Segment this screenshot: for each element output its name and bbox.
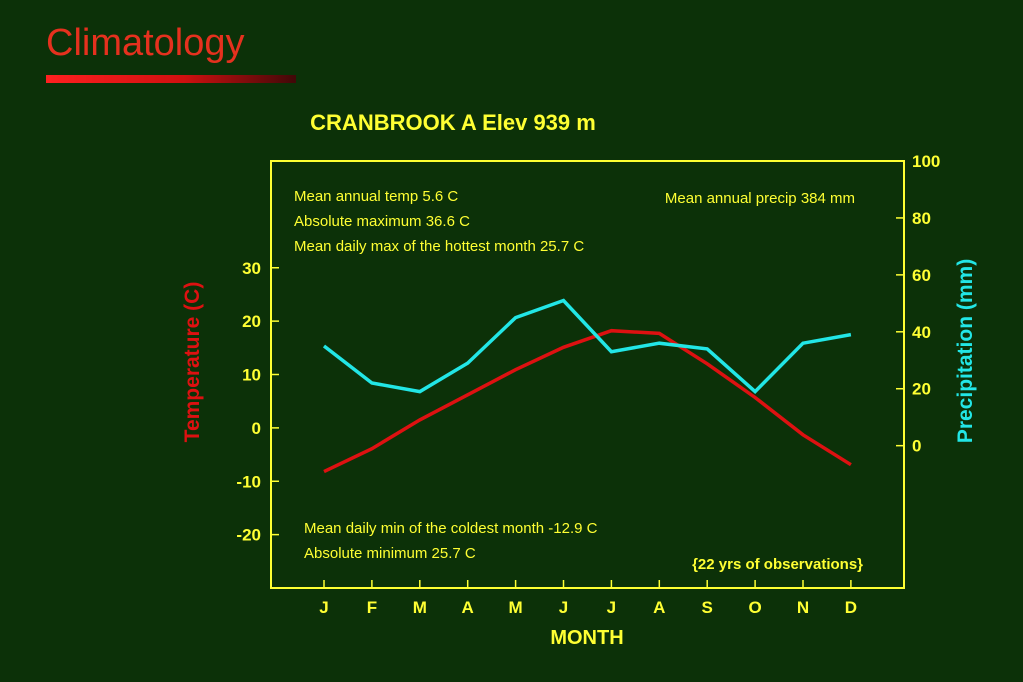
annotation-mean-daily-min: Mean daily min of the coldest month -12.…: [304, 520, 598, 537]
chart-title: CRANBROOK A Elev 939 m: [310, 110, 596, 135]
precipitation-line: [322, 298, 852, 395]
x-tick-label: N: [797, 598, 809, 617]
left-tick-label: 0: [252, 419, 261, 438]
annotation-abs-min: Absolute minimum 25.7 C: [304, 545, 476, 562]
left-tick-label: 30: [242, 259, 261, 278]
left-tick-label: 10: [242, 366, 261, 385]
left-axis-ticks: 30 20 10 0 -10 -20: [236, 259, 279, 545]
y-axis-right-label: Precipitation (mm): [954, 259, 977, 443]
annotation-mean-daily-max: Mean daily max of the hottest month 25.7…: [294, 238, 584, 255]
x-tick-label: J: [607, 598, 616, 617]
right-tick-label: 60: [912, 266, 931, 285]
annotation-observations: {22 yrs of observations}: [692, 556, 863, 573]
annotations: Mean annual temp 5.6 C Absolute maximum …: [294, 188, 863, 573]
x-tick-label: S: [702, 598, 713, 617]
right-tick-label: 80: [912, 209, 931, 228]
title-underline: [46, 75, 296, 83]
x-tick-label: D: [845, 598, 857, 617]
right-tick-label: 100: [912, 152, 940, 171]
x-tick-label: J: [559, 598, 568, 617]
right-tick-label: 20: [912, 380, 931, 399]
slide-title: Climatology: [46, 22, 245, 64]
right-axis-ticks: 100 80 60 40 20 0: [896, 152, 940, 456]
annotation-mean-precip: Mean annual precip 384 mm: [665, 190, 855, 207]
left-tick-label: -10: [236, 472, 261, 491]
annotation-mean-temp: Mean annual temp 5.6 C: [294, 188, 458, 205]
x-tick-label: O: [748, 598, 761, 617]
y-axis-left-label: Temperature (C): [181, 282, 204, 443]
temperature-line: [323, 328, 852, 474]
left-tick-label: -20: [236, 526, 261, 545]
right-tick-label: 0: [912, 437, 921, 456]
x-axis-label: MONTH: [550, 627, 623, 649]
x-tick-label: A: [462, 598, 474, 617]
x-tick-label: J: [319, 598, 328, 617]
left-tick-label: 20: [242, 312, 261, 331]
right-tick-label: 40: [912, 323, 931, 342]
x-tick-label: M: [413, 598, 427, 617]
annotation-abs-max: Absolute maximum 36.6 C: [294, 213, 470, 230]
x-tick-label: M: [509, 598, 523, 617]
x-tick-label: A: [653, 598, 665, 617]
series-layer: [322, 298, 852, 474]
x-tick-label: F: [367, 598, 377, 617]
